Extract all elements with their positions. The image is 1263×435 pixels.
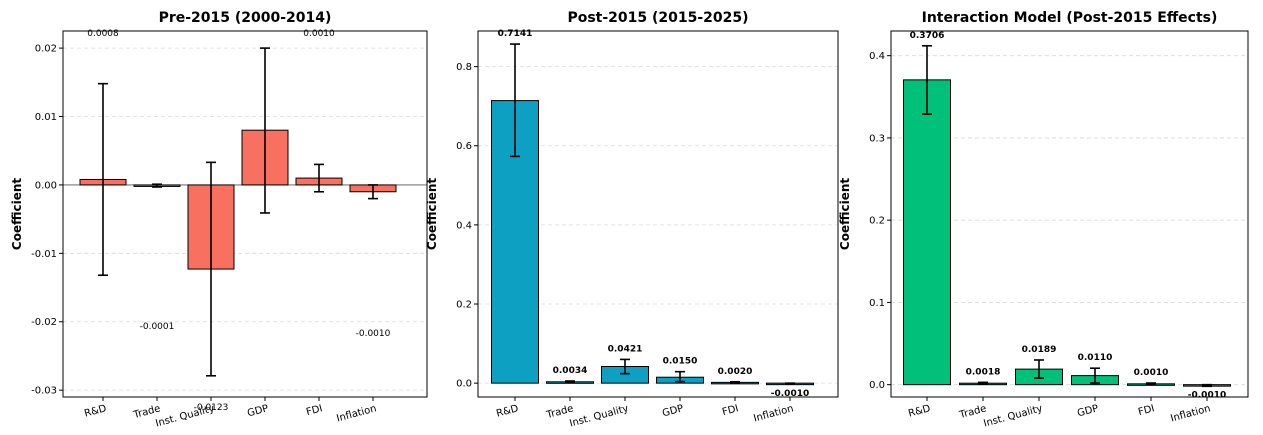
x-tick-label: GDP — [246, 403, 270, 419]
x-tick-label: Inflation — [335, 403, 377, 424]
error-bar — [98, 82, 108, 277]
axes-frame — [890, 30, 1249, 398]
x-tick-label: GDP — [661, 403, 685, 419]
x-tick-label: Inflation — [1169, 403, 1211, 424]
y-tick-label: 0.1 — [869, 298, 885, 309]
x-tick-label: FDI — [721, 403, 740, 418]
y-tick-label: 0.01 — [35, 112, 57, 123]
axes-frame — [477, 30, 839, 398]
error-bar — [152, 183, 162, 188]
x-tick-label: Inst. Quality — [154, 403, 215, 429]
y-tick-label: 0.4 — [869, 51, 885, 62]
y-tick-label: -0.01 — [31, 249, 57, 260]
chart-panel-2: 0.7141 0.0034 0.0421 0.0150 0.0020 -0.0010 0.0… — [425, 10, 839, 430]
chart-panel-3: 0.3706 0.0018 0.0189 0.0110 0.0010 -0.0010 0.0… — [838, 10, 1249, 430]
error-bar — [260, 47, 270, 214]
y-tick-label: 0.0 — [869, 380, 885, 391]
chart-panel-1: 0.0008 -0.0001 -0.0123 0.0010 -0.0010 -0.03 -0… — [10, 10, 428, 430]
y-tick-label: 0.2 — [456, 300, 472, 311]
value-label: -0.0010 — [1188, 391, 1226, 401]
x-tick-label: Inst. Quality — [568, 403, 629, 429]
y-tick-label: 0.8 — [456, 62, 472, 73]
value-label: 0.0018 — [966, 367, 1001, 377]
error-bar — [1202, 383, 1212, 388]
error-bar — [206, 161, 216, 377]
error-bar — [978, 381, 988, 385]
chart-title: Pre-2015 (2000-2014) — [159, 10, 332, 26]
y-tick-label: -0.02 — [31, 317, 57, 328]
y-tick-label: 0.00 — [35, 180, 57, 191]
error-bar — [510, 43, 520, 158]
error-bar — [785, 382, 795, 385]
error-bar — [620, 358, 630, 375]
x-tick-label: R&D — [495, 403, 520, 420]
value-label: 0.0008 — [87, 29, 119, 39]
y-tick-label: -0.03 — [31, 386, 57, 397]
y-tick-label: 0.4 — [456, 220, 472, 231]
error-bar — [1090, 367, 1100, 384]
y-tick-label: 0.6 — [456, 141, 472, 152]
value-label: -0.0010 — [771, 389, 809, 399]
x-tick-label: Inflation — [752, 403, 794, 424]
x-tick-label: R&D — [83, 403, 108, 420]
error-bar — [730, 380, 740, 384]
chart-title: Post-2015 (2015-2025) — [567, 10, 748, 26]
y-axis-label: Coefficient — [10, 178, 24, 250]
bar-r-d — [903, 79, 951, 386]
y-tick-label: 0.2 — [869, 216, 885, 227]
y-tick-label: 0.02 — [35, 44, 57, 55]
axes-frame — [62, 30, 428, 398]
x-tick-label: FDI — [305, 403, 324, 418]
error-bar — [368, 184, 378, 200]
error-bar — [1034, 359, 1044, 379]
chart-title: Interaction Model (Post-2015 Effects) — [922, 10, 1218, 26]
y-axis-label: Coefficient — [425, 178, 439, 250]
value-label: 0.0110 — [1078, 353, 1113, 363]
value-label: 0.0150 — [663, 357, 698, 367]
value-label: 0.0034 — [553, 366, 588, 376]
value-label: 0.3706 — [910, 31, 945, 41]
value-label: -0.0123 — [194, 403, 229, 413]
value-label: 0.0010 — [303, 29, 335, 39]
value-label: -0.0001 — [140, 322, 175, 332]
error-bar — [314, 163, 324, 193]
error-bar — [675, 370, 685, 383]
x-tick-label: GDP — [1076, 403, 1100, 419]
error-bar — [565, 380, 575, 384]
y-axis-label: Coefficient — [838, 178, 852, 250]
x-tick-label: R&D — [907, 403, 932, 420]
value-label: 0.0421 — [608, 344, 643, 354]
value-label: 0.0020 — [718, 367, 753, 377]
x-tick-label: FDI — [1137, 403, 1156, 418]
y-tick-label: 0.3 — [869, 133, 885, 144]
x-tick-label: Inst. Quality — [982, 403, 1043, 429]
value-label: -0.0010 — [356, 329, 391, 339]
error-bar — [922, 45, 932, 115]
y-tick-label: 0.0 — [456, 379, 472, 390]
value-label: 0.0189 — [1022, 345, 1057, 355]
value-label: 0.0010 — [1134, 368, 1169, 378]
error-bar — [1146, 382, 1156, 386]
value-label: 0.7141 — [498, 29, 533, 39]
